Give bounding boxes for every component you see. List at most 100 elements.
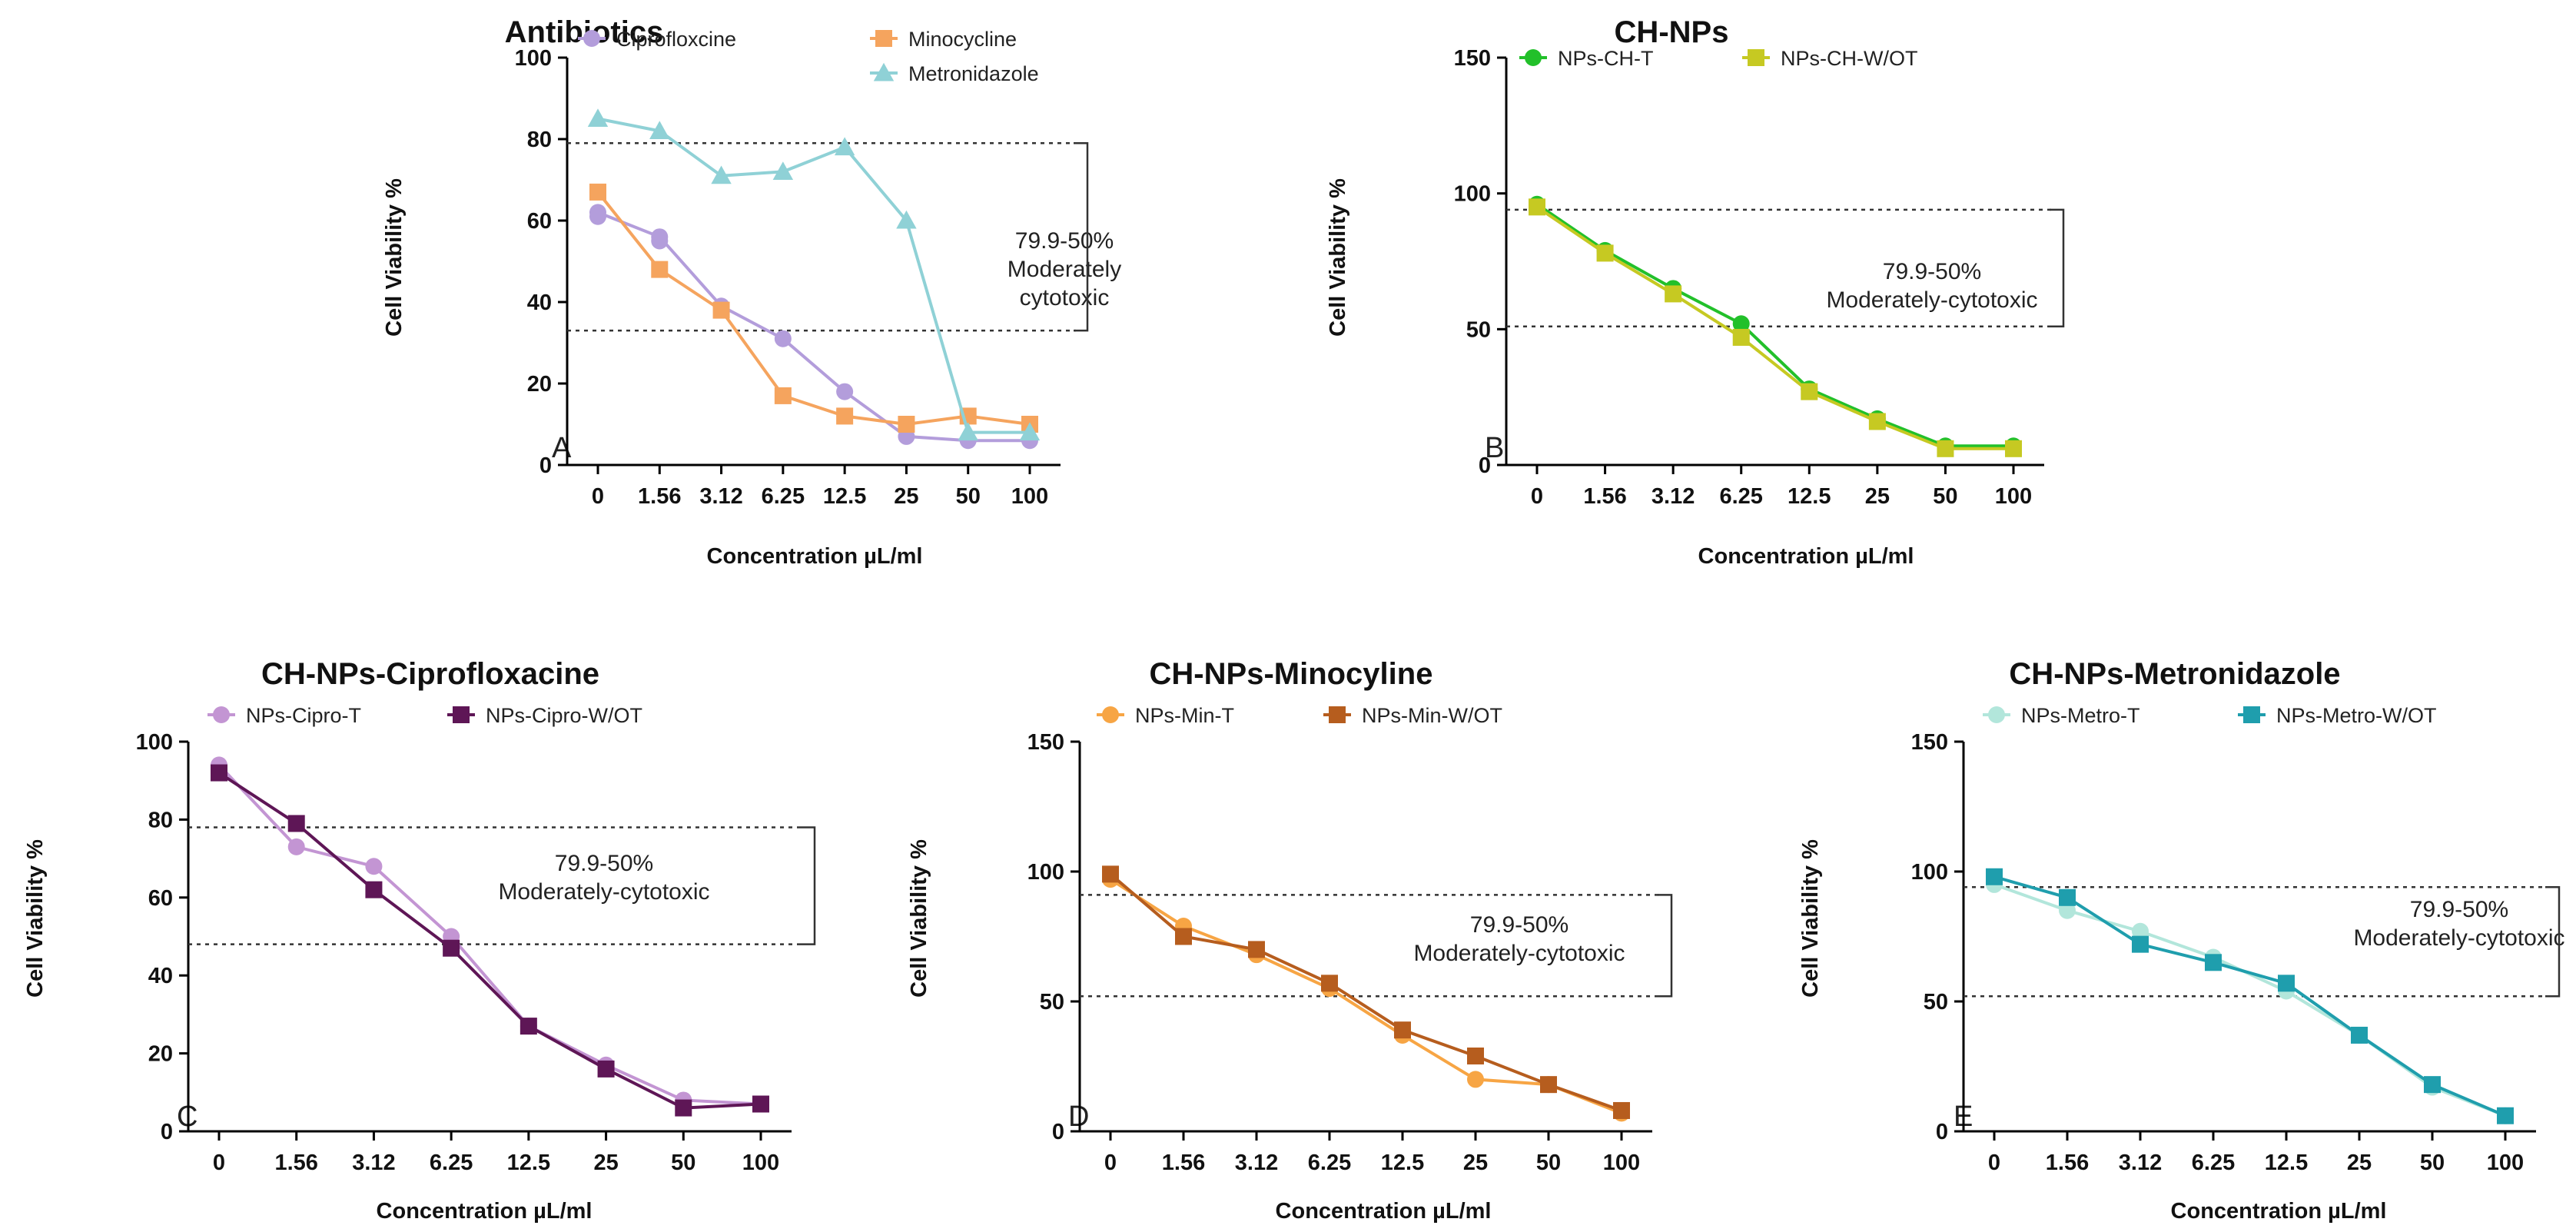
data-point bbox=[2005, 440, 2022, 457]
data-point bbox=[443, 939, 460, 957]
y-tick-label: 0 bbox=[1936, 1120, 1948, 1144]
x-tick-label: 100 bbox=[1603, 1151, 1640, 1175]
data-point bbox=[597, 1060, 615, 1078]
data-point bbox=[834, 137, 855, 156]
x-tick-label: 3.12 bbox=[2119, 1151, 2162, 1175]
data-point bbox=[896, 210, 917, 229]
x-tick-label: 100 bbox=[1995, 484, 2032, 509]
data-point bbox=[774, 330, 792, 347]
x-tick-label: 0 bbox=[592, 484, 604, 509]
legend: NPs-Min-T NPs-Min-W/OT bbox=[1097, 704, 1502, 727]
x-tick-label: 1.56 bbox=[274, 1151, 317, 1175]
data-point bbox=[2278, 975, 2295, 992]
chart-title: CH-NPs bbox=[1615, 15, 1729, 49]
x-tick-label: 12.5 bbox=[2265, 1151, 2308, 1175]
series-nps-cipro-w-ot bbox=[211, 764, 769, 1117]
x-tick-label: 50 bbox=[1536, 1151, 1561, 1175]
y-tick-label: 100 bbox=[515, 46, 552, 71]
data-point bbox=[712, 301, 730, 319]
series-line bbox=[597, 117, 1030, 434]
data-point bbox=[2059, 902, 2076, 919]
y-tick-label: 100 bbox=[1911, 860, 1948, 885]
y-tick-label: 50 bbox=[1924, 990, 1948, 1014]
legend-marker bbox=[1102, 706, 1119, 723]
y-axis-label: Cell Viability % bbox=[382, 178, 407, 337]
annotation-line-2: Moderately bbox=[1007, 257, 1121, 282]
axes: 0 50 100 150 0 1.56 3.12 6.25 12.5 25 50 100 bbox=[1027, 730, 1652, 1175]
data-point bbox=[1937, 440, 1954, 457]
x-tick-label: 50 bbox=[956, 484, 981, 509]
legend: NPs-Cipro-T NPs-Cipro-W/OT bbox=[207, 704, 642, 727]
data-point bbox=[211, 764, 227, 782]
x-tick-label: 100 bbox=[1011, 484, 1048, 509]
y-axis-label: Cell Viability % bbox=[907, 839, 931, 998]
data-point bbox=[752, 1095, 769, 1113]
band-bracket bbox=[801, 826, 816, 945]
data-point bbox=[1102, 865, 1119, 883]
chart-panel-d: CH-NPs-Minocyline Cell Viability % Conce… bbox=[907, 657, 1673, 1224]
legend-marker bbox=[1329, 706, 1346, 723]
chart-panel-e: CH-NPs-Metronidazole Cell Viability % Co… bbox=[1798, 657, 2565, 1224]
y-tick-label: 0 bbox=[1479, 453, 1491, 478]
legend-label: NPs-Cipro-T bbox=[246, 704, 361, 727]
series-nps-ch-w-ot bbox=[1529, 198, 2022, 457]
data-point bbox=[651, 261, 669, 278]
data-point bbox=[649, 121, 670, 139]
legend-marker bbox=[1988, 706, 2005, 723]
series-minocycline bbox=[589, 183, 1038, 433]
y-tick-label: 0 bbox=[161, 1120, 173, 1144]
data-point bbox=[1321, 975, 1338, 992]
x-tick-label: 0 bbox=[1988, 1151, 2000, 1175]
data-point bbox=[287, 815, 305, 832]
legend: NPs-CH-T NPs-CH-W/OT bbox=[1519, 47, 1917, 70]
x-tick-label: 1.56 bbox=[2046, 1151, 2089, 1175]
data-point bbox=[365, 858, 383, 875]
series-line bbox=[1109, 878, 1622, 1115]
panel-label: B bbox=[1485, 432, 1504, 464]
band-bracket bbox=[1658, 894, 1673, 998]
data-point bbox=[1801, 383, 1818, 400]
series-line bbox=[1993, 875, 2506, 1117]
x-axis-label: Concentration µL/ml bbox=[377, 1199, 593, 1224]
band-bracket bbox=[1074, 142, 1089, 332]
y-tick-label: 150 bbox=[1027, 730, 1064, 755]
annotation-line-2: Moderately-cytotoxic bbox=[498, 879, 709, 905]
legend-marker bbox=[875, 30, 892, 47]
legend: Ciprofloxcine Minocycline Metronidazole bbox=[578, 28, 1039, 85]
data-point bbox=[1175, 928, 1192, 945]
legend-label: Metronidazole bbox=[908, 62, 1039, 85]
panel-label: A bbox=[552, 432, 572, 464]
data-point bbox=[774, 387, 792, 404]
axes: 0 50 100 150 0 1.56 3.12 6.25 12.5 25 50 100 bbox=[1454, 46, 2044, 509]
x-tick-label: 100 bbox=[742, 1151, 779, 1175]
x-tick-label: 3.12 bbox=[699, 484, 742, 509]
data-point bbox=[1529, 198, 1545, 216]
x-tick-label: 100 bbox=[2487, 1151, 2524, 1175]
legend-label: NPs-CH-W/OT bbox=[1781, 47, 1917, 70]
chart-panel-b: CH-NPs Cell Viability % Concentration µL… bbox=[1326, 15, 2065, 569]
y-tick-label: 20 bbox=[148, 1042, 173, 1067]
legend-label: NPs-Metro-T bbox=[2021, 704, 2140, 727]
series-nps-metro-w-ot bbox=[1986, 868, 2514, 1124]
x-tick-label: 3.12 bbox=[1651, 484, 1695, 509]
data-point bbox=[651, 232, 669, 250]
data-point bbox=[1467, 1071, 1484, 1088]
annotation-line-1: 79.9-50% bbox=[1015, 228, 1114, 254]
y-tick-label: 150 bbox=[1454, 46, 1491, 71]
chart-title: CH-NPs-Minocyline bbox=[1150, 657, 1433, 691]
legend-marker bbox=[2243, 706, 2260, 723]
data-point bbox=[2497, 1107, 2514, 1124]
x-tick-label: 1.56 bbox=[1583, 484, 1626, 509]
x-tick-label: 6.25 bbox=[430, 1151, 473, 1175]
x-tick-label: 0 bbox=[1531, 484, 1543, 509]
data-point bbox=[1986, 868, 2003, 885]
data-point bbox=[2132, 922, 2149, 940]
series-line bbox=[1535, 205, 2013, 450]
data-point bbox=[1868, 413, 1886, 430]
legend-label: Minocycline bbox=[908, 28, 1017, 51]
legend-marker bbox=[583, 30, 600, 47]
legend-label: NPs-Metro-W/OT bbox=[2276, 704, 2437, 727]
data-point bbox=[1596, 244, 1614, 262]
x-tick-label: 6.25 bbox=[762, 484, 805, 509]
x-tick-label: 25 bbox=[1865, 484, 1890, 509]
